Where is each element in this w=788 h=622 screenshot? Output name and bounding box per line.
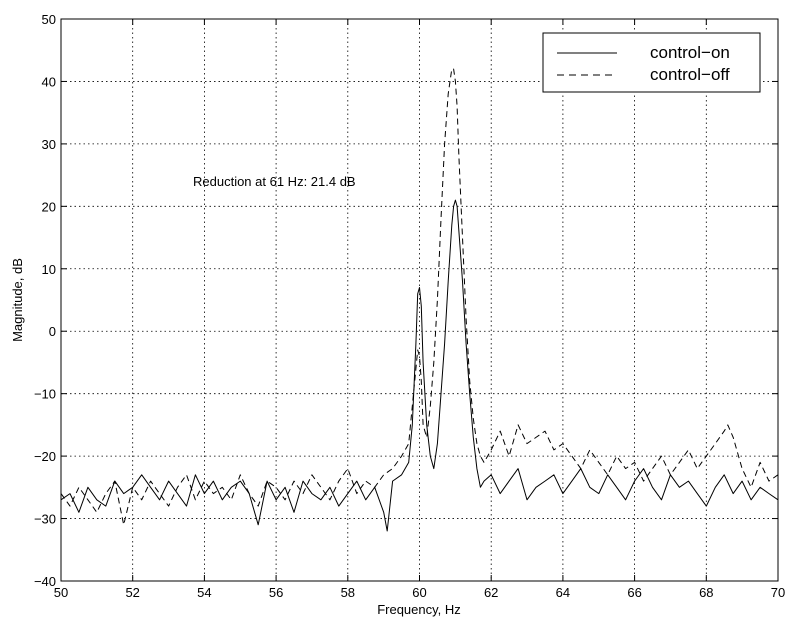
y-axis-label: Magnitude, dB (10, 258, 25, 342)
y-tick-label: −10 (34, 387, 56, 402)
y-tick-label: 0 (49, 324, 56, 339)
y-tick-label: 50 (42, 12, 56, 27)
x-tick-label: 60 (412, 585, 426, 600)
y-tick-label: −30 (34, 512, 56, 527)
series-line-control-on (60, 199, 779, 532)
x-tick-label: 68 (699, 585, 713, 600)
y-tick-label: 30 (42, 137, 56, 152)
series-layer (60, 68, 779, 532)
y-tick-label: 10 (42, 262, 56, 277)
x-tick-label: 50 (54, 585, 68, 600)
y-tick-label: 40 (42, 74, 56, 89)
x-tick-label: 70 (771, 585, 785, 600)
x-tick-label: 58 (341, 585, 355, 600)
x-axis-label: Frequency, Hz (377, 602, 461, 617)
tick-layer: 50 52 54 56 58 60 62 64 66 68 70 −40 −30 −20 −10 0 10 20 3… (34, 12, 785, 600)
x-tick-label: 66 (627, 585, 641, 600)
y-tick-label: −40 (34, 574, 56, 589)
y-tick-label: −20 (34, 449, 56, 464)
grid-layer (61, 19, 778, 581)
x-tick-label: 62 (484, 585, 498, 600)
x-tick-label: 52 (125, 585, 139, 600)
legend-box (542, 32, 761, 93)
series-line-control-off (60, 68, 779, 526)
legend-label-control-off: control−off (650, 65, 730, 84)
annotation: Reduction at 61 Hz: 21.4 dB (193, 174, 356, 189)
y-tick-label: 20 (42, 199, 56, 214)
x-tick-label: 64 (556, 585, 570, 600)
x-tick-label: 56 (269, 585, 283, 600)
legend-label-control-on: control−on (650, 43, 730, 62)
x-tick-label: 54 (197, 585, 211, 600)
legend: control−on control−off (542, 32, 761, 93)
